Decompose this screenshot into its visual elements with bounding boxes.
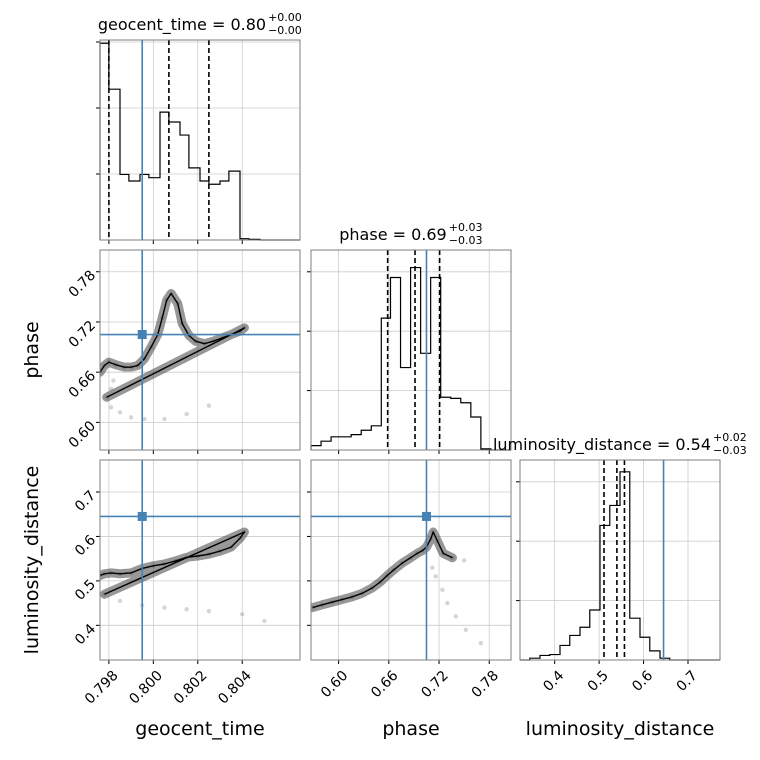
contour-line (312, 531, 453, 609)
y-tick-label: 0.60 (66, 418, 99, 451)
sample-point (433, 574, 438, 579)
histogram-phase (310, 266, 511, 451)
title-sup: +0.00 (268, 11, 302, 24)
panel-background (100, 40, 300, 240)
title-luminosity_distance: luminosity_distance = 0.54 (493, 435, 711, 455)
x-axis-label-luminosity_distance: luminosity_distance (526, 718, 715, 740)
title-sup: +0.02 (713, 431, 747, 444)
sample-point (128, 415, 134, 420)
density-geocent_time_vs_luminosity_distance (100, 527, 267, 624)
x-tick-label: 0.7 (674, 668, 701, 695)
histogram-geocent_time (99, 42, 300, 241)
x-axis-label-phase: phase (382, 718, 439, 740)
panel-geocent_time-vs-luminosity_distance: 0.4 0.5 0.6 0.7 0.798 0.800 0.802 0.804 (72, 459, 301, 708)
x-tick-label: 0.60 (318, 668, 351, 701)
panel-frame (99, 39, 301, 241)
panel-frame (99, 459, 301, 661)
truth-marker (421, 511, 431, 521)
title-sub: −0.00 (268, 24, 302, 37)
y-tick-label: 0.72 (66, 318, 99, 351)
sample-point (206, 403, 212, 408)
title-phase: phase = 0.69 (339, 225, 446, 244)
y-tick-label: 0.4 (72, 621, 99, 648)
x-tick-label: 0.78 (469, 668, 502, 701)
y-tick-label: 0.6 (72, 532, 99, 559)
sample-point (430, 565, 435, 570)
panel-phase-hist (307, 249, 512, 454)
title-sub: −0.03 (713, 444, 747, 457)
histogram-luminosity_distance (520, 471, 720, 661)
panel-frame (310, 459, 512, 661)
sample-point (240, 612, 245, 617)
sample-point (162, 416, 167, 422)
panel-luminosity_distance-hist: 0.4 0.5 0.6 0.7 (516, 459, 721, 695)
title-sub: −0.03 (449, 234, 483, 247)
x-tick-label: 0.804 (215, 668, 255, 708)
contour-line (100, 531, 246, 595)
sample-point (117, 598, 123, 604)
x-tick-label: 0.72 (418, 668, 451, 701)
y-axis-label-luminosity_distance: luminosity_distance (21, 466, 43, 655)
y-tick-label: 0.66 (66, 368, 99, 401)
sample-point (478, 640, 484, 646)
title-geocent_time: geocent_time = 0.80 (98, 15, 266, 35)
panel-frame (99, 249, 301, 451)
y-tick-label: 0.7 (72, 488, 99, 515)
sample-point (262, 618, 267, 624)
sample-point (184, 411, 189, 417)
title-sup: +0.03 (449, 221, 483, 234)
x-tick-label: 0.800 (126, 668, 166, 708)
sample-point (162, 605, 167, 610)
sample-point (445, 600, 450, 606)
panel-geocent_time-vs-phase: 0.60 0.66 0.72 0.78 (66, 249, 301, 454)
x-tick-label: 0.5 (585, 668, 612, 695)
sample-point (117, 410, 123, 415)
sample-point (440, 587, 445, 592)
truth-marker (137, 511, 147, 521)
sample-point (142, 416, 147, 422)
x-tick-label: 0.66 (368, 668, 401, 701)
density-geocent_time_vs_phase (100, 289, 249, 422)
panel-frame (519, 459, 721, 661)
sample-point (108, 405, 114, 410)
sample-point (461, 558, 467, 563)
x-tick-label: 0.798 (82, 668, 122, 708)
panel-geocent_time-hist (96, 39, 301, 244)
y-tick-label: 0.5 (72, 577, 99, 604)
x-tick-label: 0.802 (171, 668, 211, 708)
sample-point (463, 627, 469, 632)
y-axis-label-phase: phase (21, 321, 43, 378)
sample-point (206, 608, 212, 614)
x-axis-label-geocent_time: geocent_time (135, 718, 264, 740)
contour-line (100, 292, 246, 398)
truth-marker (137, 330, 147, 340)
sample-point (111, 378, 116, 383)
panel-frame (310, 249, 512, 451)
panel-phase-vs-luminosity_distance: 0.60 0.66 0.72 0.78 (307, 459, 512, 701)
sample-point (453, 614, 458, 619)
sample-point (184, 607, 189, 612)
density-phase_vs_luminosity_distance (311, 527, 484, 646)
x-tick-label: 0.6 (629, 668, 656, 695)
x-tick-label: 0.4 (540, 668, 567, 695)
y-tick-label: 0.78 (66, 268, 99, 301)
